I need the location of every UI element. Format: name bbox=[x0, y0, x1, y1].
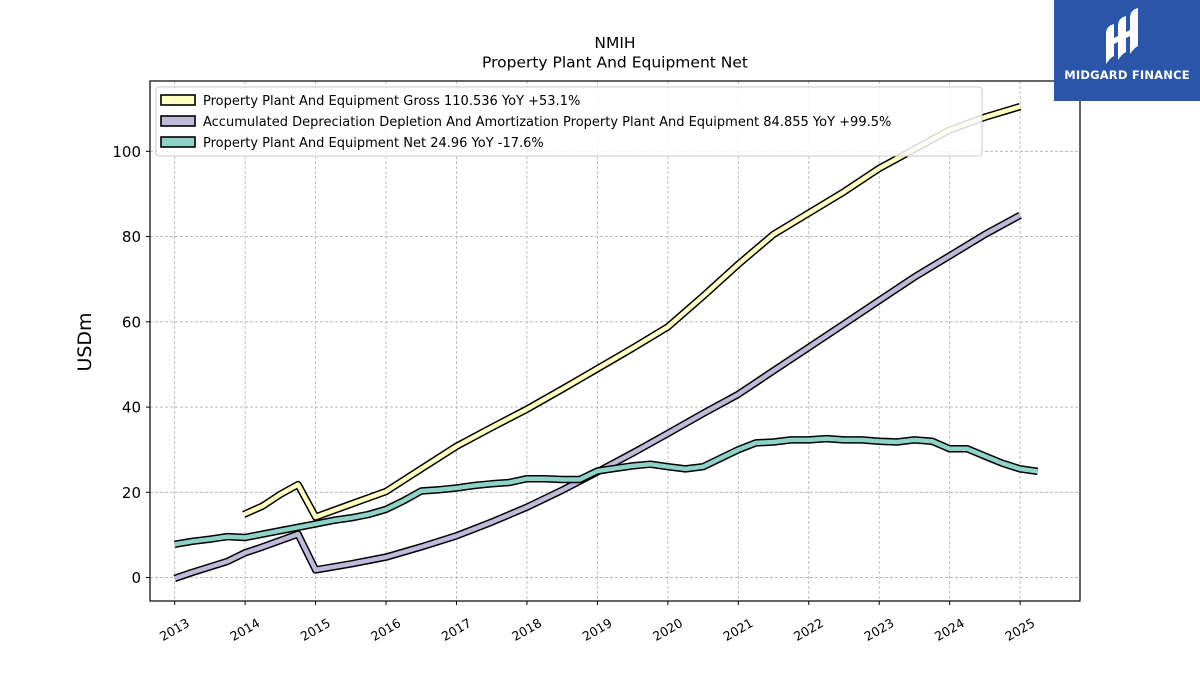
legend-box bbox=[155, 86, 983, 157]
chart-title: NMIH bbox=[594, 34, 635, 52]
legend-swatch bbox=[160, 136, 196, 148]
plot-frame bbox=[149, 80, 1081, 602]
legend-label: Property Plant And Equipment Net 24.96 Y… bbox=[203, 136, 544, 151]
x-tick-label: 2018 bbox=[509, 615, 544, 644]
series-lines bbox=[173, 103, 1039, 582]
chart-subtitle: Property Plant And Equipment Net bbox=[482, 54, 748, 72]
logo-text: MIDGARD FINANCE bbox=[1064, 68, 1190, 82]
grid-lines bbox=[150, 81, 1080, 601]
x-tick-label: 2014 bbox=[227, 615, 262, 644]
x-tick-label: 2013 bbox=[157, 615, 192, 644]
x-tick-label: 2015 bbox=[298, 615, 333, 644]
y-tick-label: 100 bbox=[112, 143, 141, 161]
x-tick-label: 2024 bbox=[932, 615, 967, 644]
series-line-property-plant-and-equipment-gross bbox=[242, 104, 1021, 520]
y-tick-label: 60 bbox=[122, 313, 141, 331]
midgard-finance-logo: MIDGARD FINANCE bbox=[1054, 0, 1200, 101]
x-tick-label: 2023 bbox=[861, 615, 896, 644]
x-tick-label: 2016 bbox=[368, 615, 403, 644]
y-tick-label: 0 bbox=[131, 569, 141, 587]
y-axis-label: USDm bbox=[74, 312, 96, 371]
midgard-logo-icon bbox=[1106, 8, 1138, 64]
x-tick-label: 2025 bbox=[1002, 615, 1037, 644]
y-tick-label: 40 bbox=[122, 399, 141, 417]
series-line-accumulated-depreciation-depletion-and-amortization-property-plant-and-equipment bbox=[173, 213, 1022, 581]
legend: Property Plant And Equipment Gross 110.5… bbox=[155, 86, 983, 157]
x-tick-label: 2022 bbox=[791, 615, 826, 644]
x-tick-label: 2020 bbox=[650, 615, 685, 644]
x-tick-label: 2021 bbox=[721, 615, 756, 644]
legend-label: Property Plant And Equipment Gross 110.5… bbox=[203, 94, 580, 109]
axis-ticks: 2013 2014 2015 2016 2017 2018 2019 2020 2021 2022… bbox=[112, 143, 1037, 644]
y-tick-label: 80 bbox=[122, 228, 141, 246]
legend-label: Accumulated Depreciation Depletion And A… bbox=[203, 115, 891, 130]
x-tick-label: 2017 bbox=[439, 615, 474, 644]
legend-swatch bbox=[160, 94, 196, 106]
x-tick-label: 2019 bbox=[580, 615, 615, 644]
y-tick-label: 20 bbox=[122, 484, 141, 502]
legend-swatch bbox=[160, 115, 196, 127]
series-line-property-plant-and-equipment-net bbox=[174, 436, 1039, 547]
